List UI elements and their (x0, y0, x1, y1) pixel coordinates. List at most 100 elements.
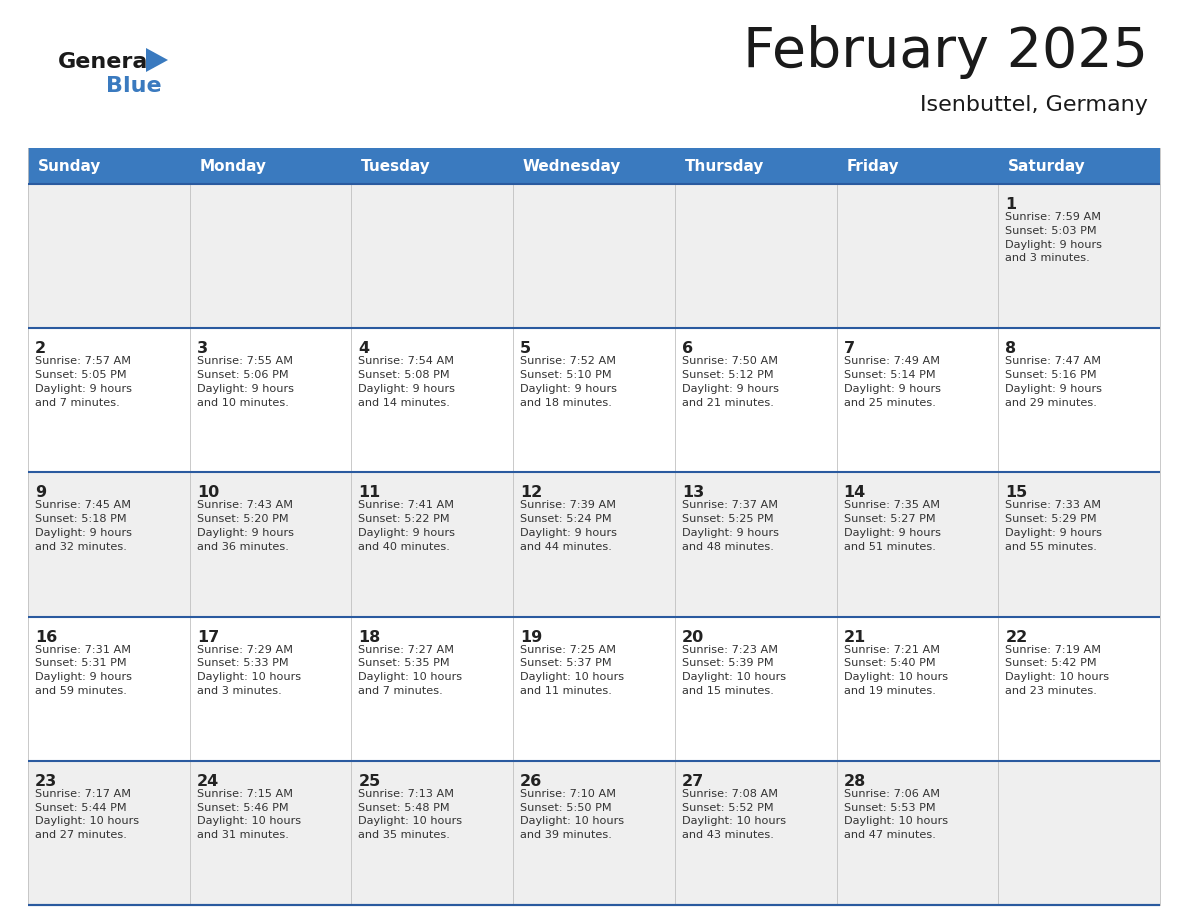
Text: and 25 minutes.: and 25 minutes. (843, 397, 935, 408)
Bar (513, 329, 675, 473)
Text: 6: 6 (682, 341, 693, 356)
Text: Daylight: 9 hours: Daylight: 9 hours (682, 384, 779, 394)
Text: Daylight: 9 hours: Daylight: 9 hours (843, 384, 941, 394)
Bar (513, 184, 675, 329)
Bar (190, 184, 352, 329)
Bar (352, 148, 513, 184)
Text: Daylight: 10 hours: Daylight: 10 hours (520, 816, 624, 826)
Bar (836, 617, 998, 761)
Text: Wednesday: Wednesday (523, 159, 621, 174)
Bar (675, 473, 836, 617)
Text: and 31 minutes.: and 31 minutes. (197, 830, 289, 840)
Text: Sunrise: 7:35 AM: Sunrise: 7:35 AM (843, 500, 940, 510)
Text: Daylight: 9 hours: Daylight: 9 hours (682, 528, 779, 538)
Bar (998, 761, 1159, 905)
Text: and 7 minutes.: and 7 minutes. (359, 686, 443, 696)
Text: and 43 minutes.: and 43 minutes. (682, 830, 773, 840)
Text: 14: 14 (843, 486, 866, 500)
Text: and 55 minutes.: and 55 minutes. (1005, 542, 1098, 552)
Text: Sunset: 5:42 PM: Sunset: 5:42 PM (1005, 658, 1097, 668)
Text: Daylight: 9 hours: Daylight: 9 hours (34, 672, 132, 682)
Text: Sunrise: 7:15 AM: Sunrise: 7:15 AM (197, 789, 292, 799)
Text: Daylight: 10 hours: Daylight: 10 hours (682, 816, 786, 826)
Bar (352, 473, 513, 617)
Text: and 35 minutes.: and 35 minutes. (359, 830, 450, 840)
Polygon shape (146, 48, 168, 72)
Text: Sunset: 5:39 PM: Sunset: 5:39 PM (682, 658, 773, 668)
Text: Daylight: 9 hours: Daylight: 9 hours (520, 528, 617, 538)
Text: 12: 12 (520, 486, 543, 500)
Text: 28: 28 (843, 774, 866, 789)
Text: 26: 26 (520, 774, 543, 789)
Text: Daylight: 9 hours: Daylight: 9 hours (359, 528, 455, 538)
Text: Daylight: 9 hours: Daylight: 9 hours (197, 528, 293, 538)
Text: Daylight: 10 hours: Daylight: 10 hours (1005, 672, 1110, 682)
Text: Sunset: 5:33 PM: Sunset: 5:33 PM (197, 658, 289, 668)
Text: and 27 minutes.: and 27 minutes. (34, 830, 127, 840)
Text: Sunrise: 7:55 AM: Sunrise: 7:55 AM (197, 356, 292, 366)
Bar (836, 184, 998, 329)
Text: 10: 10 (197, 486, 219, 500)
Text: Daylight: 10 hours: Daylight: 10 hours (682, 672, 786, 682)
Bar (675, 617, 836, 761)
Text: Sunset: 5:29 PM: Sunset: 5:29 PM (1005, 514, 1097, 524)
Text: and 40 minutes.: and 40 minutes. (359, 542, 450, 552)
Bar (190, 329, 352, 473)
Bar (352, 761, 513, 905)
Text: 15: 15 (1005, 486, 1028, 500)
Text: and 11 minutes.: and 11 minutes. (520, 686, 612, 696)
Bar (29, 148, 190, 184)
Bar (513, 761, 675, 905)
Text: and 3 minutes.: and 3 minutes. (197, 686, 282, 696)
Text: Sunset: 5:05 PM: Sunset: 5:05 PM (34, 370, 127, 380)
Bar (352, 184, 513, 329)
Text: 5: 5 (520, 341, 531, 356)
Text: 21: 21 (843, 630, 866, 644)
Text: Sunrise: 7:21 AM: Sunrise: 7:21 AM (843, 644, 940, 655)
Bar (836, 761, 998, 905)
Bar (998, 329, 1159, 473)
Bar (836, 329, 998, 473)
Bar (352, 329, 513, 473)
Text: 8: 8 (1005, 341, 1017, 356)
Text: Sunrise: 7:54 AM: Sunrise: 7:54 AM (359, 356, 455, 366)
Text: Monday: Monday (200, 159, 266, 174)
Bar (513, 617, 675, 761)
Text: and 47 minutes.: and 47 minutes. (843, 830, 935, 840)
Text: Sunset: 5:16 PM: Sunset: 5:16 PM (1005, 370, 1097, 380)
Text: and 10 minutes.: and 10 minutes. (197, 397, 289, 408)
Text: Daylight: 9 hours: Daylight: 9 hours (520, 384, 617, 394)
Bar (675, 329, 836, 473)
Text: Sunrise: 7:19 AM: Sunrise: 7:19 AM (1005, 644, 1101, 655)
Text: 3: 3 (197, 341, 208, 356)
Text: Sunset: 5:12 PM: Sunset: 5:12 PM (682, 370, 773, 380)
Text: and 44 minutes.: and 44 minutes. (520, 542, 612, 552)
Text: Sunrise: 7:45 AM: Sunrise: 7:45 AM (34, 500, 131, 510)
Text: Daylight: 9 hours: Daylight: 9 hours (1005, 528, 1102, 538)
Text: Daylight: 9 hours: Daylight: 9 hours (843, 528, 941, 538)
Text: 1: 1 (1005, 197, 1017, 212)
Text: Daylight: 10 hours: Daylight: 10 hours (843, 672, 948, 682)
Text: February 2025: February 2025 (742, 25, 1148, 79)
Bar (29, 329, 190, 473)
Text: Sunset: 5:24 PM: Sunset: 5:24 PM (520, 514, 612, 524)
Text: Sunset: 5:35 PM: Sunset: 5:35 PM (359, 658, 450, 668)
Text: Sunset: 5:37 PM: Sunset: 5:37 PM (520, 658, 612, 668)
Text: Daylight: 10 hours: Daylight: 10 hours (197, 816, 301, 826)
Text: 11: 11 (359, 486, 380, 500)
Text: and 51 minutes.: and 51 minutes. (843, 542, 935, 552)
Bar (29, 761, 190, 905)
Text: Isenbuttel, Germany: Isenbuttel, Germany (921, 95, 1148, 115)
Text: Saturday: Saturday (1007, 159, 1086, 174)
Text: Sunset: 5:14 PM: Sunset: 5:14 PM (843, 370, 935, 380)
Text: 4: 4 (359, 341, 369, 356)
Text: Tuesday: Tuesday (361, 159, 431, 174)
Text: Sunrise: 7:13 AM: Sunrise: 7:13 AM (359, 789, 455, 799)
Text: Sunset: 5:22 PM: Sunset: 5:22 PM (359, 514, 450, 524)
Text: 13: 13 (682, 486, 704, 500)
Text: Sunset: 5:46 PM: Sunset: 5:46 PM (197, 802, 289, 812)
Bar (836, 148, 998, 184)
Text: Sunset: 5:08 PM: Sunset: 5:08 PM (359, 370, 450, 380)
Bar (352, 617, 513, 761)
Text: 9: 9 (34, 486, 46, 500)
